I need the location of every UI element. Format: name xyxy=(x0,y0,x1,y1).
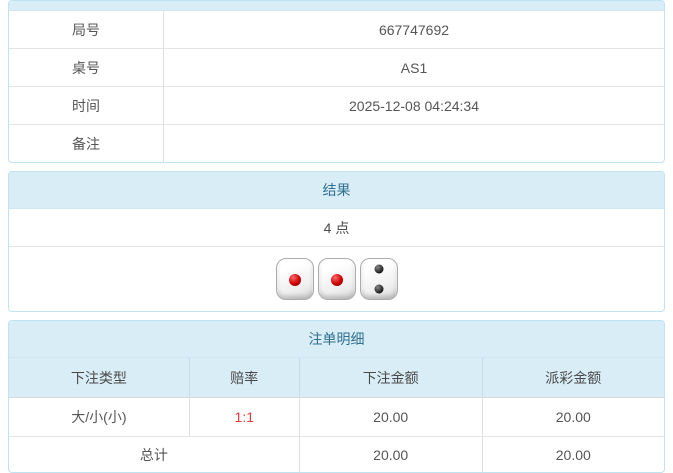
total-row: 总计 20.00 20.00 xyxy=(9,437,664,472)
result-panel-title: 结果 xyxy=(9,172,664,209)
time-label: 时间 xyxy=(9,87,164,124)
bet-details-card: 注单明细 下注类型 赔率 下注金额 派彩金额 大/小(小) 1:1 20.00 … xyxy=(8,320,665,473)
col-header-payout-amount: 派彩金额 xyxy=(545,369,602,386)
bet-type-value: 大/小(小) xyxy=(9,398,190,436)
round-id-label: 局号 xyxy=(9,11,164,48)
table-id-label: 桌号 xyxy=(9,49,164,86)
col-header-bet-amount: 下注金额 xyxy=(300,358,483,397)
result-card: 结果 4 点 xyxy=(8,171,665,312)
table-row: 大/小(小) 1:1 20.00 20.00 xyxy=(9,398,664,437)
col-header-odds: 赔率 xyxy=(190,358,300,397)
col-header-bet-type: 下注类型 xyxy=(9,358,190,397)
total-payout-amount: 20.00 xyxy=(555,446,591,463)
remark-label: 备注 xyxy=(9,125,164,162)
die-2-icon xyxy=(317,258,356,300)
die-1-icon xyxy=(275,258,314,300)
dice-row xyxy=(9,247,664,311)
game-info-card: 局号 667747692 桌号 AS1 时间 2025-12-08 04:24:… xyxy=(8,0,665,163)
table-row: 局号 667747692 xyxy=(9,11,664,48)
die-3-icon xyxy=(359,258,398,300)
total-label: 总计 xyxy=(9,437,300,472)
table-row: 桌号 AS1 xyxy=(9,48,664,86)
bet-table-header: 下注类型 赔率 下注金额 派彩金额 xyxy=(9,358,664,398)
table-row: 时间 2025-12-08 04:24:34 xyxy=(9,86,664,124)
time-value: 2025-12-08 04:24:34 xyxy=(349,97,479,114)
result-points: 4 点 xyxy=(9,209,664,247)
remark-value xyxy=(164,125,664,162)
table-id-value: AS1 xyxy=(400,59,428,76)
payout-amount-value: 20.00 xyxy=(555,409,591,425)
bet-details-title: 注单明细 xyxy=(9,321,664,358)
bet-amount-value: 20.00 xyxy=(300,398,483,436)
game-info-header-strip xyxy=(9,1,664,11)
odds-value: 1:1 xyxy=(190,398,300,436)
table-row: 备注 xyxy=(9,124,664,162)
round-id-value: 667747692 xyxy=(378,21,450,38)
total-bet-amount: 20.00 xyxy=(300,437,483,472)
